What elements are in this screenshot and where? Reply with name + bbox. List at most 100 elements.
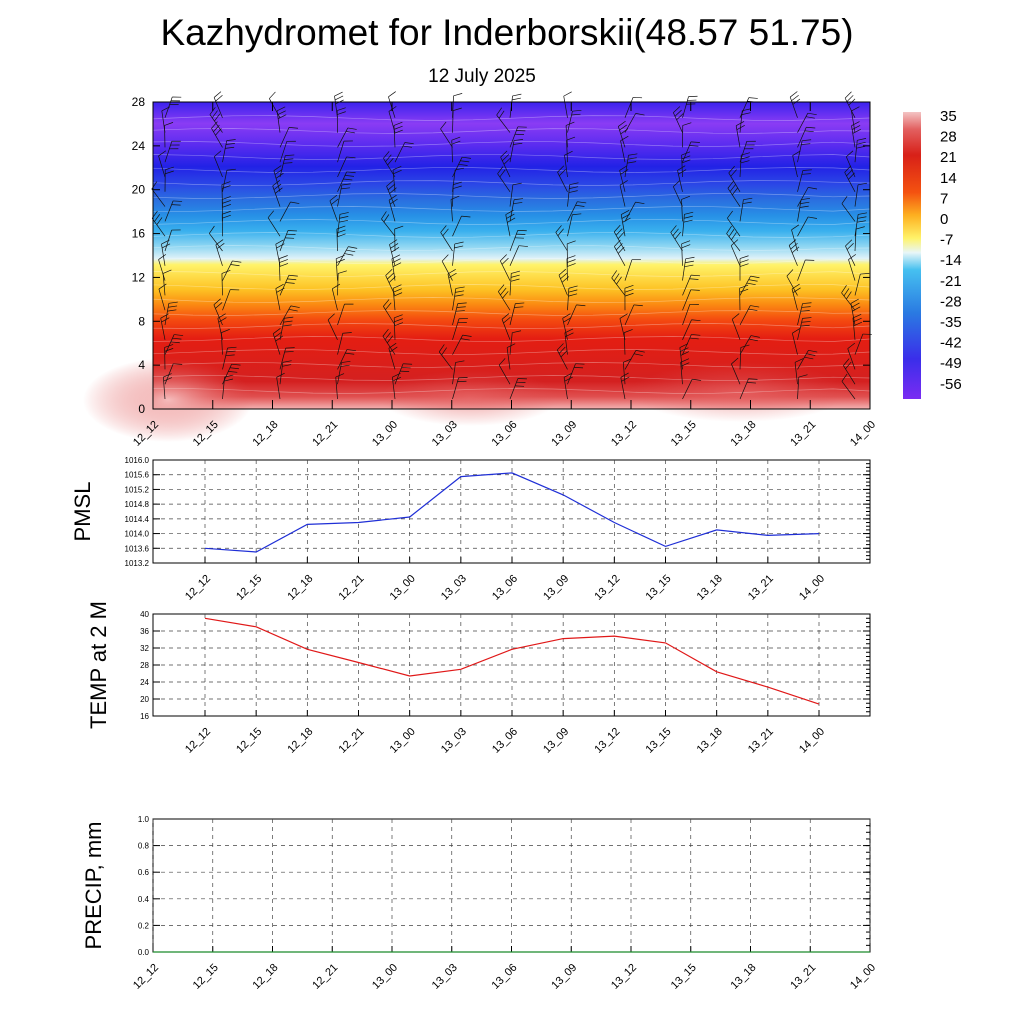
wind-barb bbox=[794, 358, 804, 385]
pmsl-x-tick-label: 13_21 bbox=[746, 573, 776, 603]
wind-barb-feather bbox=[624, 292, 634, 297]
wind-barb-feather bbox=[684, 211, 694, 215]
pmsl-x-tick-label: 13_18 bbox=[695, 573, 725, 603]
wind-barb bbox=[728, 165, 741, 192]
wind-barb-feather bbox=[438, 344, 445, 353]
wind-barb-feather bbox=[566, 255, 576, 259]
wind-barb-feather bbox=[841, 196, 848, 204]
wind-barb-feather bbox=[455, 360, 465, 363]
wind-barb-feather bbox=[740, 160, 750, 164]
wind-barb-feather bbox=[802, 139, 812, 142]
wind-barb-feather bbox=[558, 346, 566, 354]
wind-barb-feather bbox=[274, 169, 283, 175]
contour-line bbox=[152, 115, 871, 121]
wind-barb-staff bbox=[563, 96, 568, 118]
wind-barb bbox=[563, 372, 573, 400]
wind-barb bbox=[841, 285, 856, 311]
wind-barb-feather bbox=[402, 145, 412, 148]
wind-barb-staff bbox=[161, 110, 166, 133]
wind-barb-staff bbox=[794, 362, 798, 385]
wind-barb-feather bbox=[681, 240, 691, 245]
wind-barb-feather bbox=[275, 335, 284, 342]
heatmap-x-tick-label: 14_00 bbox=[848, 419, 878, 449]
colorbar-tick-label: -28 bbox=[940, 293, 962, 310]
wind-barb-feather bbox=[172, 337, 182, 340]
wind-barb-feather bbox=[440, 121, 447, 130]
precip-y-tick-label: 0.6 bbox=[138, 868, 150, 877]
wind-barb-feather bbox=[743, 197, 753, 201]
wind-barb bbox=[854, 182, 867, 207]
wind-barb bbox=[452, 286, 465, 311]
wind-barb-staff bbox=[279, 201, 291, 222]
wind-barb-feather bbox=[285, 282, 295, 284]
wind-barb-feather bbox=[681, 244, 691, 249]
wind-barb-feather bbox=[345, 131, 355, 134]
wind-barb-feather bbox=[498, 284, 505, 292]
wind-barb-feather bbox=[462, 156, 472, 159]
wind-barb-staff bbox=[624, 201, 636, 222]
pmsl-x-tick-label: 13_00 bbox=[388, 573, 418, 603]
wind-barb-staff bbox=[506, 347, 511, 370]
pmsl-x-tick-label: 12_15 bbox=[234, 573, 264, 603]
wind-barb-feather bbox=[385, 269, 393, 276]
wind-barb-feather bbox=[232, 260, 242, 263]
wind-barb-feather bbox=[691, 319, 701, 322]
wind-barb-feather bbox=[512, 182, 522, 186]
wind-barb-staff bbox=[337, 333, 344, 355]
contour-line bbox=[152, 245, 871, 251]
wind-barb-feather bbox=[681, 195, 691, 200]
wind-barb bbox=[509, 245, 528, 266]
wind-barb-feather bbox=[450, 195, 460, 200]
wind-barb bbox=[222, 289, 240, 311]
wind-barb-feather bbox=[635, 113, 645, 116]
wind-barb bbox=[276, 106, 287, 133]
wind-barb bbox=[222, 346, 237, 370]
wind-barb-feather bbox=[847, 342, 856, 349]
heatmap-x-tick-label: 13_18 bbox=[729, 419, 759, 449]
wind-barb-feather bbox=[332, 283, 341, 290]
wind-barb bbox=[739, 335, 760, 355]
wind-barb bbox=[452, 241, 464, 266]
wind-barb-staff bbox=[619, 185, 626, 207]
contour-lines bbox=[152, 115, 871, 394]
wind-barb bbox=[164, 140, 181, 163]
wind-barb bbox=[851, 106, 860, 133]
temp-x-tick-label: 13_09 bbox=[541, 726, 571, 756]
wind-barb-staff bbox=[337, 156, 347, 178]
wind-barb-feather bbox=[560, 350, 568, 358]
colorbar bbox=[903, 112, 921, 399]
heatmap-y-tick-label: 16 bbox=[132, 227, 146, 241]
wind-barb-feather bbox=[343, 178, 353, 181]
wind-barb-feather bbox=[218, 317, 227, 323]
temp-x-tick-label: 13_06 bbox=[490, 726, 520, 756]
wind-barb bbox=[509, 198, 524, 222]
wind-barb-feather bbox=[381, 211, 387, 220]
wind-barb-feather bbox=[394, 322, 404, 327]
wind-barb bbox=[681, 240, 691, 266]
wind-barb-feather bbox=[670, 225, 677, 233]
wind-barb-feather bbox=[804, 356, 814, 360]
wind-barb bbox=[854, 273, 870, 296]
wind-barb bbox=[791, 328, 801, 355]
wind-barb-feather bbox=[285, 154, 295, 156]
wind-barb-staff bbox=[682, 379, 693, 400]
wind-barb-feather bbox=[619, 180, 628, 186]
wind-barb bbox=[383, 299, 396, 326]
colorbar-tick-label: -56 bbox=[940, 376, 962, 393]
wind-barb-feather bbox=[748, 338, 758, 342]
wind-barb-feather bbox=[518, 245, 528, 247]
wind-barb-staff bbox=[164, 229, 173, 252]
wind-barb-feather bbox=[502, 154, 510, 161]
wind-barb-feather bbox=[168, 305, 178, 308]
wind-barb-feather bbox=[857, 216, 867, 219]
wind-barb-feather bbox=[279, 263, 289, 267]
wind-barb bbox=[509, 270, 521, 296]
wind-barb-staff bbox=[841, 203, 856, 222]
contour-line bbox=[152, 180, 871, 186]
wind-barb-staff bbox=[797, 377, 800, 400]
wind-barb-feather bbox=[388, 194, 397, 201]
wind-barb-feather bbox=[273, 165, 282, 171]
wind-barb-staff bbox=[331, 288, 338, 311]
wind-barb-feather bbox=[221, 181, 231, 185]
wind-barb-feather bbox=[388, 106, 397, 112]
